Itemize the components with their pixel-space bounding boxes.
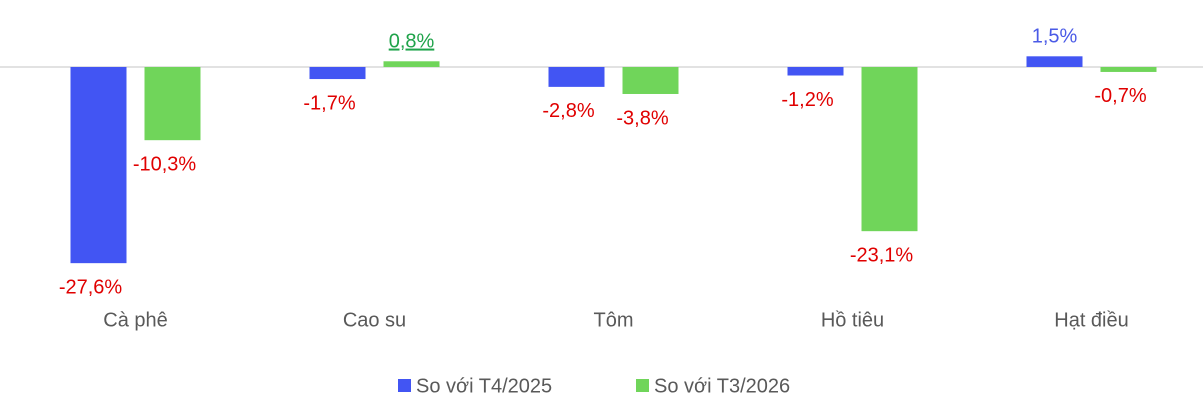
bar bbox=[548, 66, 605, 87]
x-tick-label: Cao su bbox=[343, 309, 406, 331]
legend-label: So với T4/2025 bbox=[416, 375, 552, 397]
bar bbox=[861, 66, 918, 232]
bar bbox=[787, 66, 844, 76]
data-label: -1,7% bbox=[303, 92, 355, 114]
bar bbox=[1026, 56, 1083, 67]
bar bbox=[1100, 66, 1157, 72]
data-label: -3,8% bbox=[616, 107, 668, 129]
x-tick-label: Hồ tiêu bbox=[821, 309, 884, 331]
bar bbox=[144, 66, 201, 141]
data-label: 0,8% bbox=[389, 31, 435, 53]
data-label: -27,6% bbox=[59, 276, 123, 298]
legend-swatch bbox=[398, 379, 411, 392]
legend-swatch bbox=[636, 379, 649, 392]
x-tick-label: Tôm bbox=[594, 309, 634, 331]
x-tick-label: Hạt điều bbox=[1054, 309, 1129, 331]
data-label: -0,7% bbox=[1094, 85, 1146, 107]
data-label: -10,3% bbox=[133, 153, 197, 175]
legend-label: So với T3/2026 bbox=[654, 375, 790, 397]
x-tick-label: Cà phê bbox=[103, 309, 168, 331]
bar bbox=[622, 66, 679, 94]
bar bbox=[309, 66, 366, 80]
data-label: -2,8% bbox=[542, 100, 594, 122]
bar bbox=[383, 61, 440, 67]
data-label: -23,1% bbox=[850, 244, 914, 266]
data-label: 1,5% bbox=[1032, 26, 1078, 48]
data-label: -1,2% bbox=[781, 89, 833, 111]
bar bbox=[70, 66, 127, 264]
